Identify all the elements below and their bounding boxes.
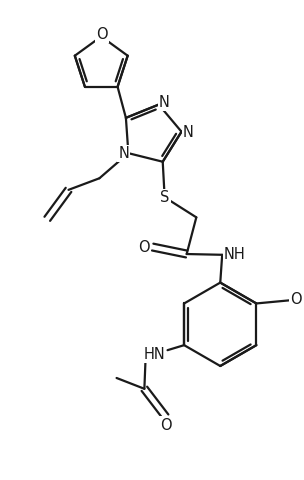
Text: N: N — [159, 95, 170, 110]
Text: O: O — [290, 292, 302, 307]
Text: N: N — [118, 145, 129, 161]
Text: HN: HN — [143, 348, 165, 362]
Text: O: O — [138, 240, 150, 254]
Text: S: S — [160, 190, 169, 205]
Text: NH: NH — [224, 247, 245, 262]
Text: N: N — [183, 125, 194, 140]
Text: O: O — [96, 27, 108, 42]
Text: O: O — [161, 418, 172, 432]
